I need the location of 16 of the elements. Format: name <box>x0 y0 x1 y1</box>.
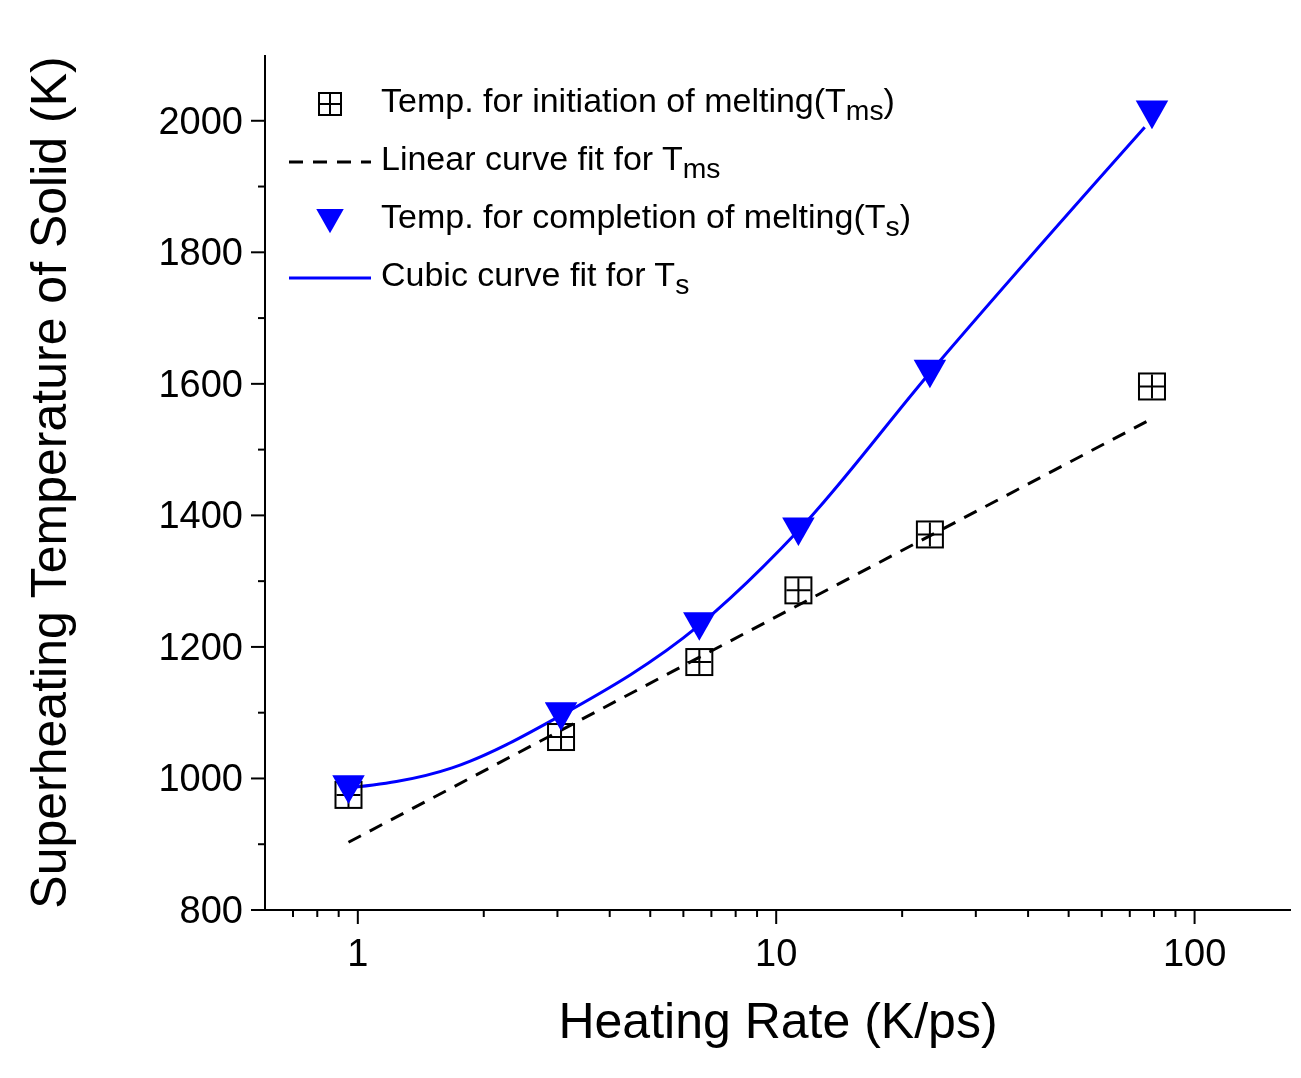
y-tick-label: 2000 <box>158 99 243 142</box>
y-tick-label: 1200 <box>158 625 243 668</box>
y-tick-label: 1000 <box>158 757 243 800</box>
x-tick-label: 10 <box>755 932 798 974</box>
legend-label: Temp. for initiation of melting(T$_{ms}$) <box>381 81 895 127</box>
y-tick-label: 1400 <box>158 494 243 537</box>
legend-label: Cubic curve fit for T$_{s}$ <box>381 255 690 301</box>
x-axis-title: Heating Rate (K/ps) <box>558 993 998 1049</box>
y-tick-label: 1600 <box>158 362 243 405</box>
legend-label: Temp. for completion of melting(T$_{s}$) <box>381 197 912 243</box>
legend-label: Linear curve fit for T$_{ms}$ <box>381 139 721 185</box>
y-tick-label: 1800 <box>158 231 243 274</box>
x-tick-label: 1 <box>347 932 369 974</box>
y-axis-title: Superheating Temperature of Solid (K) <box>20 56 77 909</box>
y-tick-label: 800 <box>179 889 243 931</box>
x-tick-label: 100 <box>1162 932 1227 974</box>
